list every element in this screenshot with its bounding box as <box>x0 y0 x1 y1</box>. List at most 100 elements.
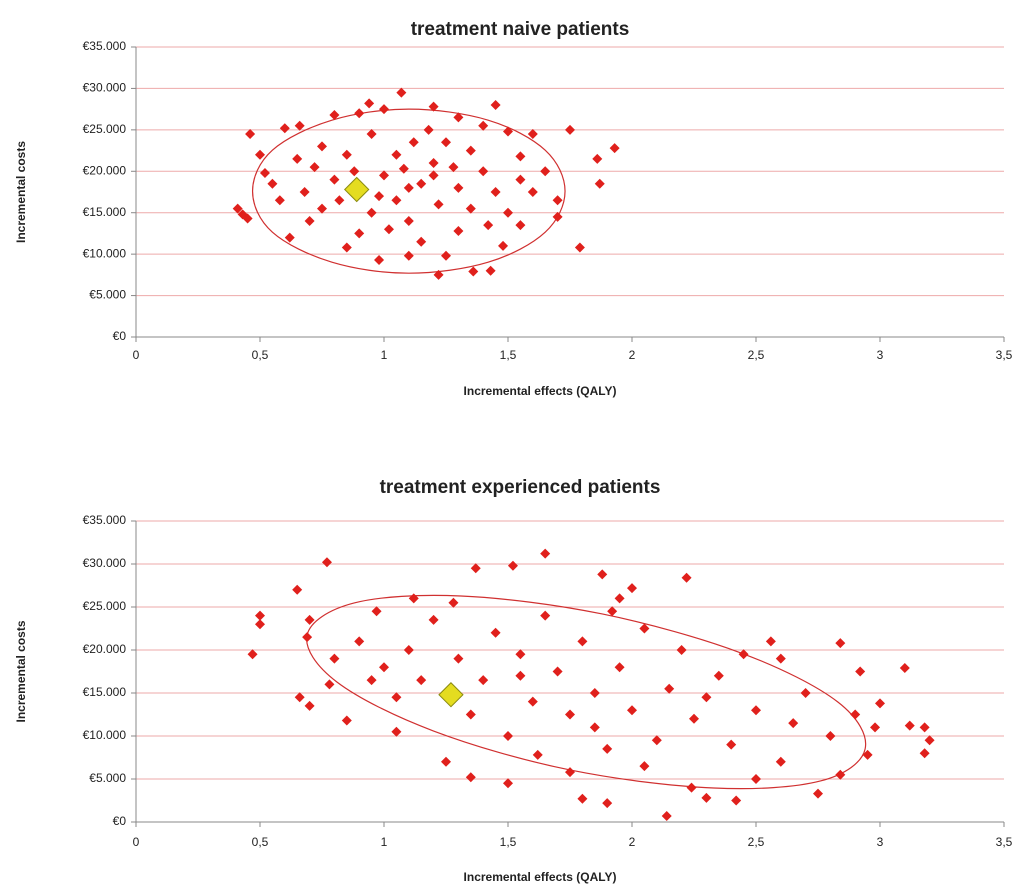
point <box>490 627 501 638</box>
point <box>609 143 620 154</box>
point <box>503 126 513 137</box>
point <box>490 187 501 197</box>
y-tick-label: €0 <box>113 814 127 828</box>
point <box>515 151 526 162</box>
point <box>374 254 385 265</box>
y-tick-label: €35.000 <box>83 513 127 527</box>
point <box>403 645 414 655</box>
point <box>441 137 451 148</box>
point <box>465 203 476 214</box>
point <box>433 199 444 210</box>
point <box>329 174 340 185</box>
point <box>453 225 464 236</box>
point <box>354 228 365 239</box>
point <box>408 593 419 604</box>
point <box>627 705 637 716</box>
point <box>366 207 377 218</box>
point <box>589 688 600 698</box>
point <box>726 739 737 750</box>
point <box>850 709 861 720</box>
point <box>366 129 377 139</box>
point <box>577 793 588 804</box>
point <box>416 178 427 189</box>
point <box>738 649 749 660</box>
point <box>416 236 427 247</box>
x-axis-label: Incremental effects (QALY) <box>464 870 617 884</box>
point <box>597 569 608 580</box>
point <box>552 666 563 677</box>
point <box>470 563 481 574</box>
point <box>592 153 603 164</box>
point <box>247 649 258 660</box>
point <box>602 743 613 754</box>
x-tick-label: 3 <box>877 835 884 849</box>
point <box>478 675 489 686</box>
point <box>302 632 313 643</box>
point <box>835 769 846 780</box>
point <box>527 129 538 139</box>
point <box>661 810 672 821</box>
point <box>651 735 662 746</box>
point <box>403 250 414 261</box>
point <box>478 120 489 131</box>
point <box>299 187 310 197</box>
y-tick-label: €5.000 <box>89 771 126 785</box>
point <box>383 224 394 235</box>
point <box>329 109 340 120</box>
point <box>540 166 551 177</box>
y-tick-label: €10.000 <box>83 246 127 260</box>
point <box>317 203 327 214</box>
x-tick-label: 1 <box>381 348 388 362</box>
y-tick-label: €20.000 <box>83 642 127 656</box>
point <box>731 795 742 806</box>
point <box>259 167 270 178</box>
point <box>329 653 340 664</box>
point <box>565 709 575 720</box>
point <box>552 195 563 206</box>
point <box>374 191 385 202</box>
point <box>317 141 327 152</box>
y-tick-label: €15.000 <box>83 685 127 699</box>
point <box>433 269 444 280</box>
point <box>321 557 332 568</box>
point <box>515 220 526 231</box>
y-tick-label: €0 <box>113 329 127 343</box>
point <box>483 220 494 231</box>
point <box>503 731 513 741</box>
point <box>391 195 402 206</box>
point <box>304 216 315 226</box>
x-axis-label: Incremental effects (QALY) <box>464 384 617 398</box>
point <box>577 636 588 647</box>
point <box>664 683 675 694</box>
point <box>919 722 930 733</box>
point <box>379 104 389 115</box>
point <box>825 731 836 741</box>
point <box>428 101 439 112</box>
point <box>639 623 650 634</box>
x-tick-label: 2 <box>629 835 636 849</box>
point <box>292 153 303 164</box>
point <box>366 675 377 686</box>
point <box>465 772 476 783</box>
point <box>498 240 509 251</box>
point <box>639 761 650 772</box>
mean-point <box>438 682 464 708</box>
confidence-ellipse <box>251 108 566 274</box>
x-tick-label: 2 <box>629 348 636 362</box>
point <box>304 700 315 711</box>
point <box>701 692 712 703</box>
point <box>855 666 866 677</box>
point <box>565 767 575 778</box>
point <box>862 749 873 760</box>
point <box>485 265 496 276</box>
point <box>349 166 360 177</box>
point <box>304 614 315 625</box>
y-tick-label: €10.000 <box>83 728 127 742</box>
point <box>713 670 724 681</box>
point <box>507 560 518 571</box>
point <box>448 162 459 173</box>
point <box>341 149 352 160</box>
point <box>453 112 464 123</box>
